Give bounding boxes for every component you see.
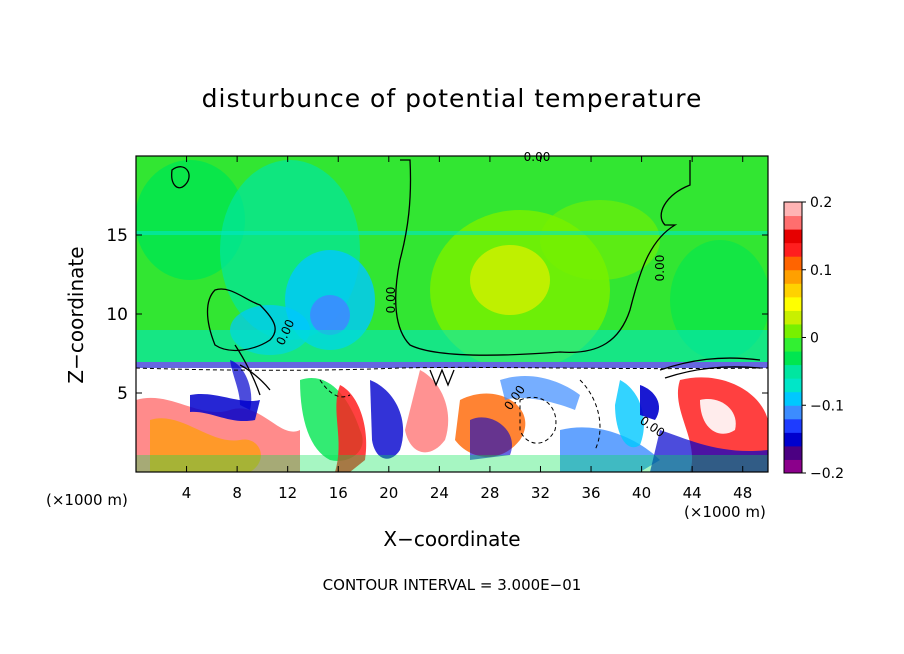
chart-title: disturbunce of potential temperature [201, 84, 703, 113]
x-axis-label: X−coordinate [383, 527, 521, 551]
colorbar-swatch [784, 459, 802, 474]
colorbar-tick-label: 0.1 [810, 263, 832, 279]
y-axis: 5 10 15 [106, 226, 768, 404]
colorbar-swatch [784, 296, 802, 311]
x-tick-label: 28 [480, 484, 499, 502]
colorbar-swatch [784, 310, 802, 325]
colorbar-swatch [784, 432, 802, 447]
contour-label: 0.00 [653, 255, 667, 282]
x-tick-label: 36 [581, 484, 600, 502]
x-axis: 4 8 12 16 20 24 28 32 36 40 44 48 [182, 156, 752, 502]
colorbar-swatch [784, 229, 802, 244]
colorbar-tick-label: 0 [810, 331, 819, 347]
y-tick-label: 10 [106, 305, 128, 325]
contour-label: 0.00 [524, 150, 551, 164]
y-axis-label: Z−coordinate [64, 246, 88, 384]
colorbar-swatch [784, 337, 802, 352]
contour-interval-note: CONTOUR INTERVAL = 3.000E−01 [322, 576, 582, 594]
potential-temperature-field [136, 156, 768, 472]
colorbar-tick-label: 0.2 [810, 195, 832, 211]
x-tick-label: 4 [182, 484, 192, 502]
colorbar-swatch [784, 391, 802, 406]
colorbar-swatch [784, 364, 802, 379]
colorbar-tick-label: −0.1 [810, 398, 844, 414]
colorbar-swatch [784, 269, 802, 284]
colorbar-swatch [784, 418, 802, 433]
x-unit-label-right: (×1000 m) [684, 503, 766, 521]
x-tick-label: 16 [329, 484, 348, 502]
x-tick-label: 44 [683, 484, 702, 502]
contour-label: 0.00 [384, 287, 398, 314]
x-tick-label: 32 [531, 484, 550, 502]
x-tick-label: 24 [430, 484, 449, 502]
colorbar-swatch [784, 215, 802, 230]
colorbar-swatch [784, 256, 802, 271]
x-tick-label: 48 [733, 484, 752, 502]
colorbar-swatch [784, 323, 802, 338]
x-tick-label: 8 [232, 484, 242, 502]
x-tick-label: 20 [379, 484, 398, 502]
x-tick-label: 12 [278, 484, 297, 502]
colorbar: 0.2 0.1 0 −0.1 −0.2 [783, 195, 844, 482]
colorbar-swatch [784, 351, 802, 366]
colorbar-swatch [784, 283, 802, 298]
colorbar-swatch [784, 242, 802, 257]
x-tick-label: 40 [632, 484, 651, 502]
colorbar-swatch [784, 202, 802, 217]
y-tick-label: 15 [106, 226, 128, 246]
x-unit-label-left: (×1000 m) [46, 491, 128, 509]
colorbar-tick-label: −0.2 [810, 466, 844, 482]
colorbar-swatch [784, 405, 802, 420]
colorbar-swatch [784, 445, 802, 460]
colorbar-swatch [784, 378, 802, 393]
y-tick-label: 5 [117, 384, 128, 404]
